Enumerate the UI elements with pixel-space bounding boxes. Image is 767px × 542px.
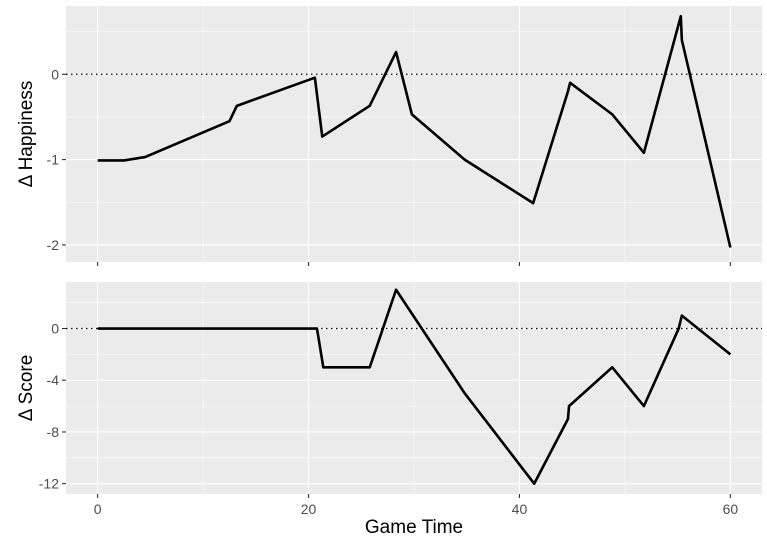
score-x-tick-label: 40 [512,501,528,517]
score-x-tick-label: 60 [723,501,739,517]
x-axis-title: Game Time [365,517,463,538]
score-y-axis-title: Δ Score [16,355,37,422]
score-y-tick-label: -8 [47,424,60,440]
score-series-line [97,288,732,485]
happiness-series-line [97,14,732,248]
happiness-y-tick-label: 0 [51,66,59,82]
score-x-tick-label: 0 [94,501,102,517]
score-panel: -12 -8 -4 0 0 20 40 60 [39,282,762,517]
happiness-y-tick-label: -1 [47,152,60,168]
score-x-tick-label: 20 [301,501,317,517]
happiness-y-tick-label: -2 [47,237,60,253]
score-y-tick-label: -12 [39,476,59,492]
score-y-tick-label: -4 [47,372,60,388]
happiness-panel: -2 -1 0 [47,6,762,266]
score-y-tick-label: 0 [51,321,59,337]
happiness-y-axis-title: Δ Happiness [16,81,37,188]
